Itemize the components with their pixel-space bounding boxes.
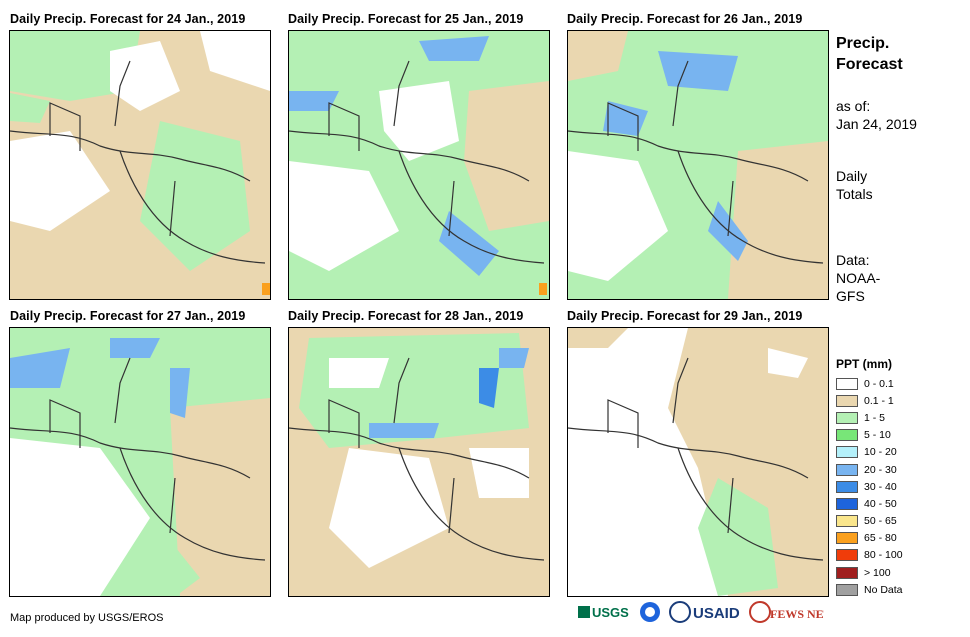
legend-swatch	[836, 566, 858, 579]
legend: PPT (mm) 0 - 0.1 0.1 - 1 1 - 5 5 - 10 10 - 2…	[836, 357, 903, 598]
country-outlines	[289, 357, 545, 561]
legend-label: 20 - 30	[864, 463, 897, 476]
panel-title-1: Daily Precip. Forecast for 24 Jan., 2019	[10, 12, 246, 26]
legend-label: 50 - 65	[864, 515, 897, 528]
usaid-logo-text: USAID	[693, 605, 740, 622]
panel-title-3: Daily Precip. Forecast for 26 Jan., 2019	[567, 12, 803, 26]
legend-title: PPT (mm)	[836, 357, 893, 371]
usaid-logo: USAID	[669, 601, 740, 623]
legend-item: No Data	[836, 581, 903, 598]
panel-title-2: Daily Precip. Forecast for 25 Jan., 2019	[288, 12, 524, 26]
forecast-map-4	[9, 327, 271, 597]
country-outlines	[289, 60, 545, 264]
legend-item: 40 - 50	[836, 495, 903, 512]
forecast-map-5	[288, 327, 550, 597]
country-outlines	[10, 60, 266, 264]
fewsnet-logo: FEWS NET	[749, 601, 832, 623]
country-outlines	[10, 357, 266, 561]
legend-item: 1 - 5	[836, 409, 903, 426]
fewsnet-logo-text: FEWS NET	[770, 607, 824, 621]
legend-item: 10 - 20	[836, 444, 903, 461]
usgs-logo: USGS	[578, 605, 629, 620]
as-of-label: as of:	[836, 98, 871, 114]
agency-logos: USGS USAID FEWS NET	[578, 600, 832, 632]
forecast-map-2	[288, 30, 550, 300]
legend-swatch	[836, 549, 858, 562]
sidebar-title: Precip. Forecast	[836, 35, 903, 73]
precip-field	[289, 31, 549, 299]
legend-swatch	[836, 446, 858, 459]
legend-label: > 100	[864, 566, 891, 579]
legend-item: 50 - 65	[836, 513, 903, 530]
legend-swatch	[836, 429, 858, 442]
legend-swatch	[836, 583, 858, 596]
legend-label: 5 - 10	[864, 429, 891, 442]
legend-item: 5 - 10	[836, 427, 903, 444]
country-outlines	[568, 357, 824, 561]
legend-item: 0.1 - 1	[836, 392, 903, 409]
panel-title-6: Daily Precip. Forecast for 29 Jan., 2019	[567, 309, 803, 323]
legend-swatch	[836, 377, 858, 390]
country-outlines	[568, 60, 824, 264]
legend-label: 40 - 50	[864, 497, 897, 510]
daily-totals-text: Daily Totals	[836, 168, 873, 202]
forecast-map-3	[567, 30, 829, 300]
panel-title-5: Daily Precip. Forecast for 28 Jan., 2019	[288, 309, 524, 323]
legend-item: 0 - 0.1	[836, 375, 903, 392]
legend-item: > 100	[836, 564, 903, 581]
legend-swatch	[836, 515, 858, 528]
legend-rows: 0 - 0.1 0.1 - 1 1 - 5 5 - 10 10 - 20 20 - 30 3…	[836, 375, 903, 598]
precip-field	[568, 31, 828, 299]
legend-label: 80 - 100	[864, 549, 903, 562]
legend-item: 80 - 100	[836, 547, 903, 564]
precip-field	[10, 328, 270, 596]
legend-swatch	[836, 497, 858, 510]
legend-label: No Data	[864, 583, 903, 596]
credit-text: Map produced by USGS/EROS	[10, 612, 164, 624]
legend-label: 65 - 80	[864, 532, 897, 545]
legend-label: 30 - 40	[864, 480, 897, 493]
legend-swatch	[836, 532, 858, 545]
precip-field	[568, 328, 828, 596]
legend-item: 20 - 30	[836, 461, 903, 478]
as-of-date: Jan 24, 2019	[836, 116, 917, 132]
legend-swatch	[836, 394, 858, 407]
legend-swatch	[836, 411, 858, 424]
noaa-logo	[640, 602, 660, 622]
legend-label: 0 - 0.1	[864, 377, 894, 390]
forecast-map-1	[9, 30, 271, 300]
legend-swatch	[836, 480, 858, 493]
forecast-map-6	[567, 327, 829, 597]
usgs-logo-text: USGS	[592, 605, 629, 620]
precip-field	[10, 31, 270, 299]
legend-label: 10 - 20	[864, 446, 897, 459]
panel-title-4: Daily Precip. Forecast for 27 Jan., 2019	[10, 309, 246, 323]
legend-item: 30 - 40	[836, 478, 903, 495]
data-source-text: Data: NOAA-GFS	[836, 252, 881, 304]
legend-swatch	[836, 463, 858, 476]
legend-item: 65 - 80	[836, 530, 903, 547]
legend-label: 0.1 - 1	[864, 394, 894, 407]
legend-label: 1 - 5	[864, 411, 886, 424]
precip-field	[289, 328, 549, 596]
